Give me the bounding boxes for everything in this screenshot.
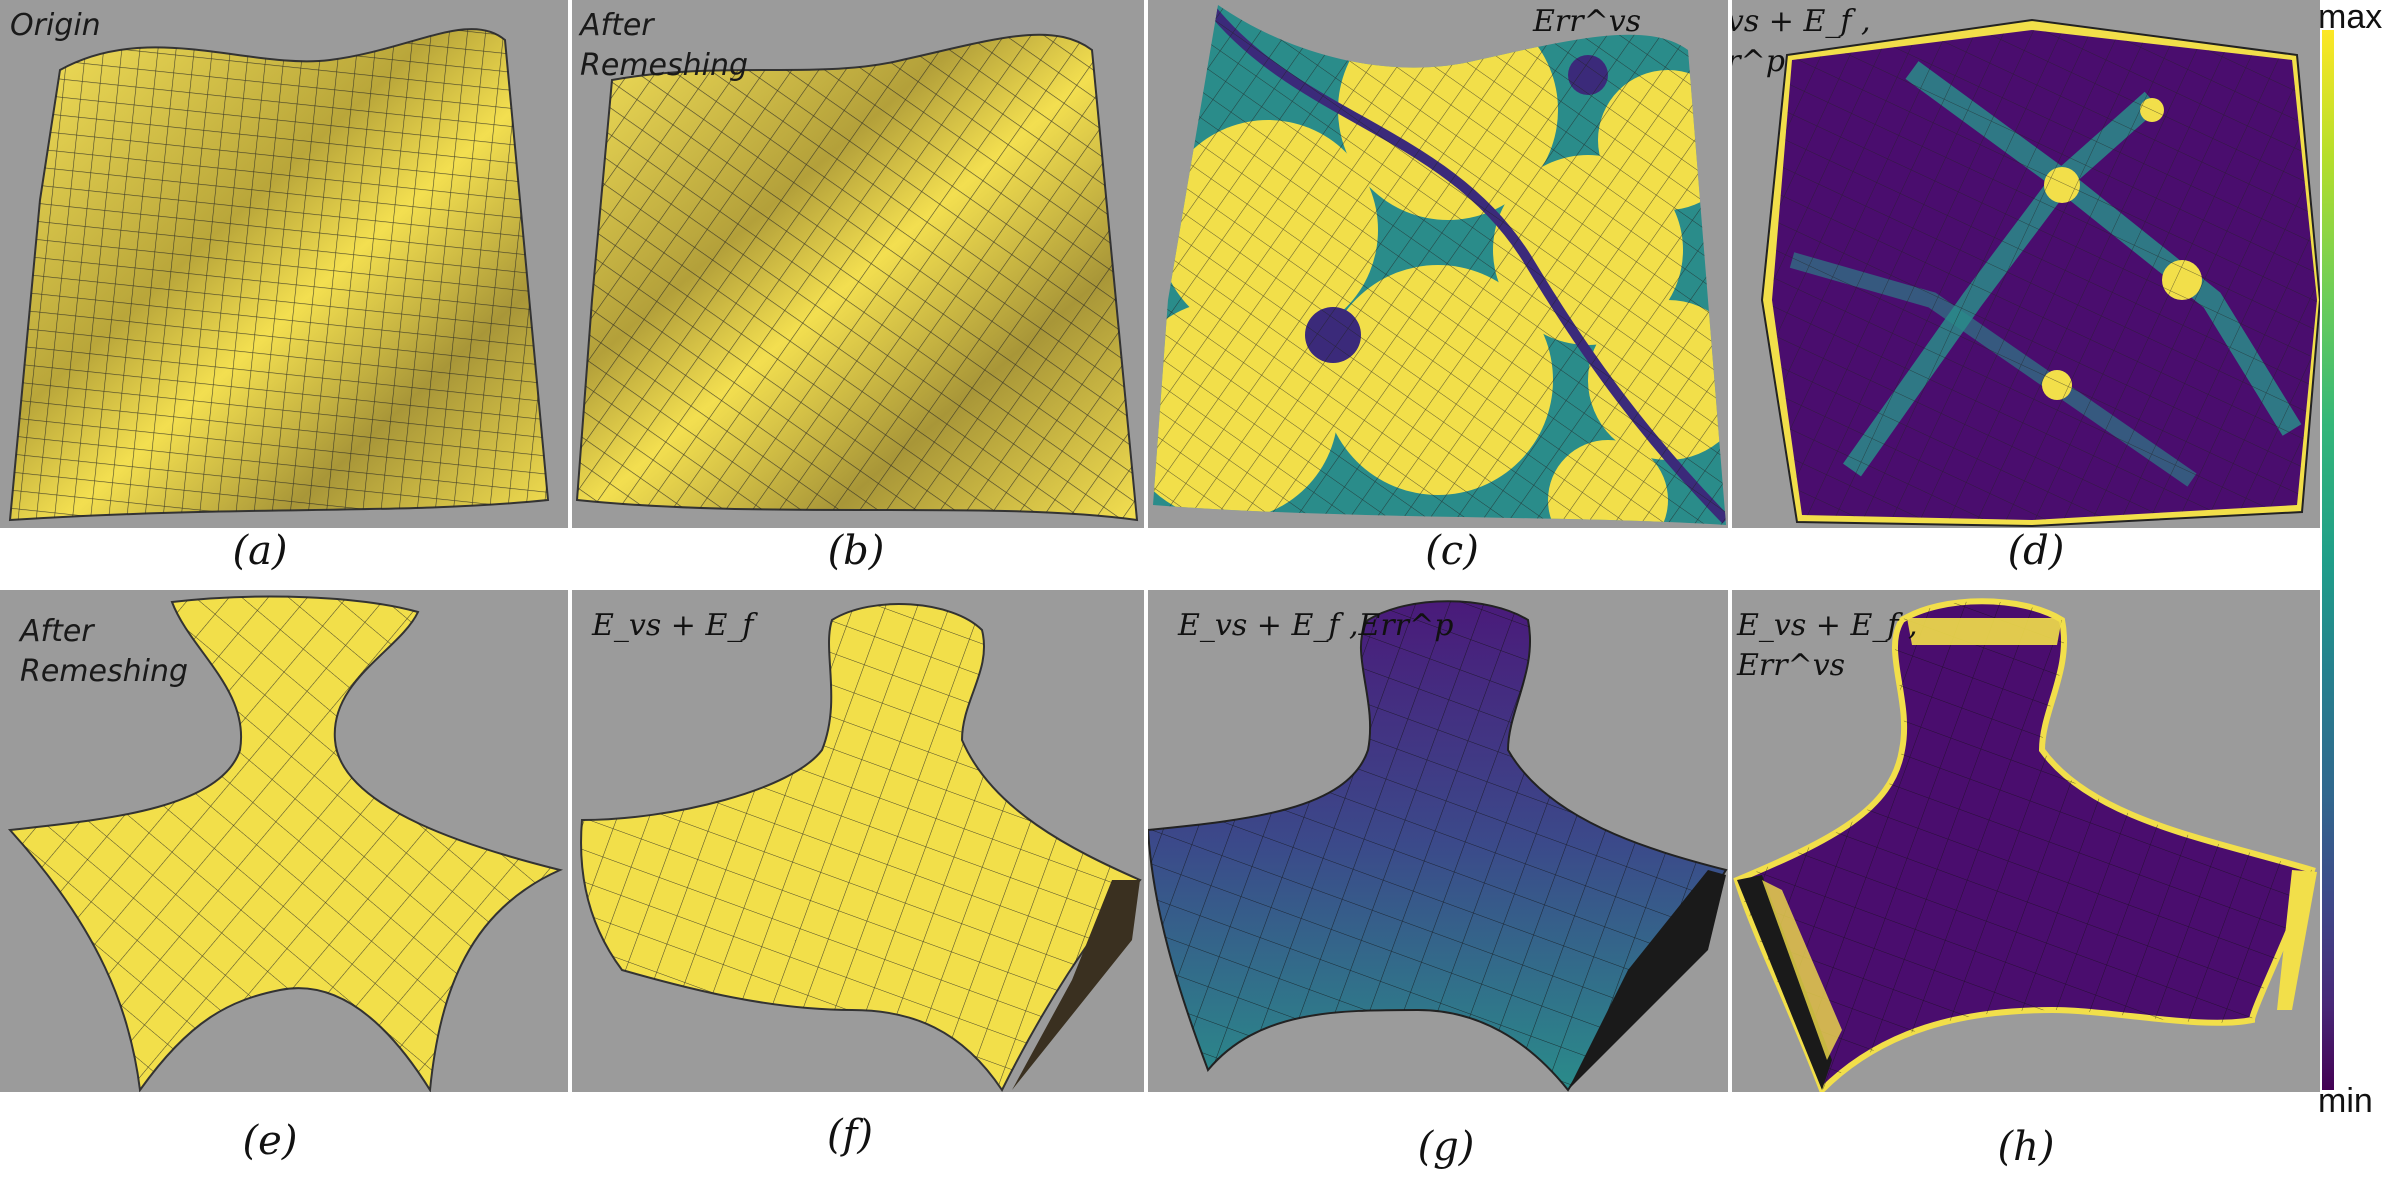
panel-f-label: E_vs + E_f: [592, 608, 754, 643]
panel-d-label: E_vs + E_f , Err^p: [1732, 4, 1871, 79]
caption-d: (d): [2007, 528, 2065, 574]
caption-g: (g): [1417, 1124, 1475, 1170]
panel-f: E_vs + E_f: [572, 590, 1144, 1092]
surface-g: [1148, 600, 1728, 1092]
surface-e: [7, 595, 564, 1092]
panel-h: E_vs + E_f , Err^vs: [1732, 590, 2320, 1092]
panel-a-tag: Origin: [10, 8, 101, 43]
surface-h: [1733, 598, 2317, 1092]
panel-e: After Remeshing: [0, 590, 568, 1092]
colorbar-max-label: max: [2318, 0, 2383, 36]
surface-f: [580, 602, 1142, 1092]
surface-c: [1153, 5, 1726, 525]
caption-b: (b): [827, 528, 885, 574]
panel-d: E_vs + E_f , Err^p: [1732, 0, 2320, 528]
caption-a: (a): [232, 528, 288, 574]
caption-c: (c): [1425, 528, 1479, 574]
colorbar: [2322, 30, 2334, 1090]
surface-b: [575, 33, 1139, 522]
caption-h: (h): [1997, 1124, 2055, 1170]
caption-e: (e): [242, 1118, 298, 1164]
panel-c: Err^vs: [1148, 0, 1728, 528]
caption-f: (f): [826, 1112, 873, 1158]
panel-e-tag: After Remeshing: [20, 614, 189, 689]
panel-b-tag: After Remeshing: [580, 8, 749, 83]
surface-d: [1760, 18, 2320, 528]
panel-a: Origin: [0, 0, 568, 528]
panel-b: After Remeshing: [572, 0, 1144, 528]
panel-h-label: E_vs + E_f , Err^vs: [1737, 608, 1918, 683]
panel-g-label: E_vs + E_f ,Err^p: [1178, 608, 1454, 643]
panel-g: E_vs + E_f ,Err^p: [1148, 590, 1728, 1092]
surface-a: [8, 28, 550, 522]
colorbar-min-label: min: [2318, 1082, 2373, 1120]
panel-c-label: Err^vs: [1533, 4, 1642, 39]
